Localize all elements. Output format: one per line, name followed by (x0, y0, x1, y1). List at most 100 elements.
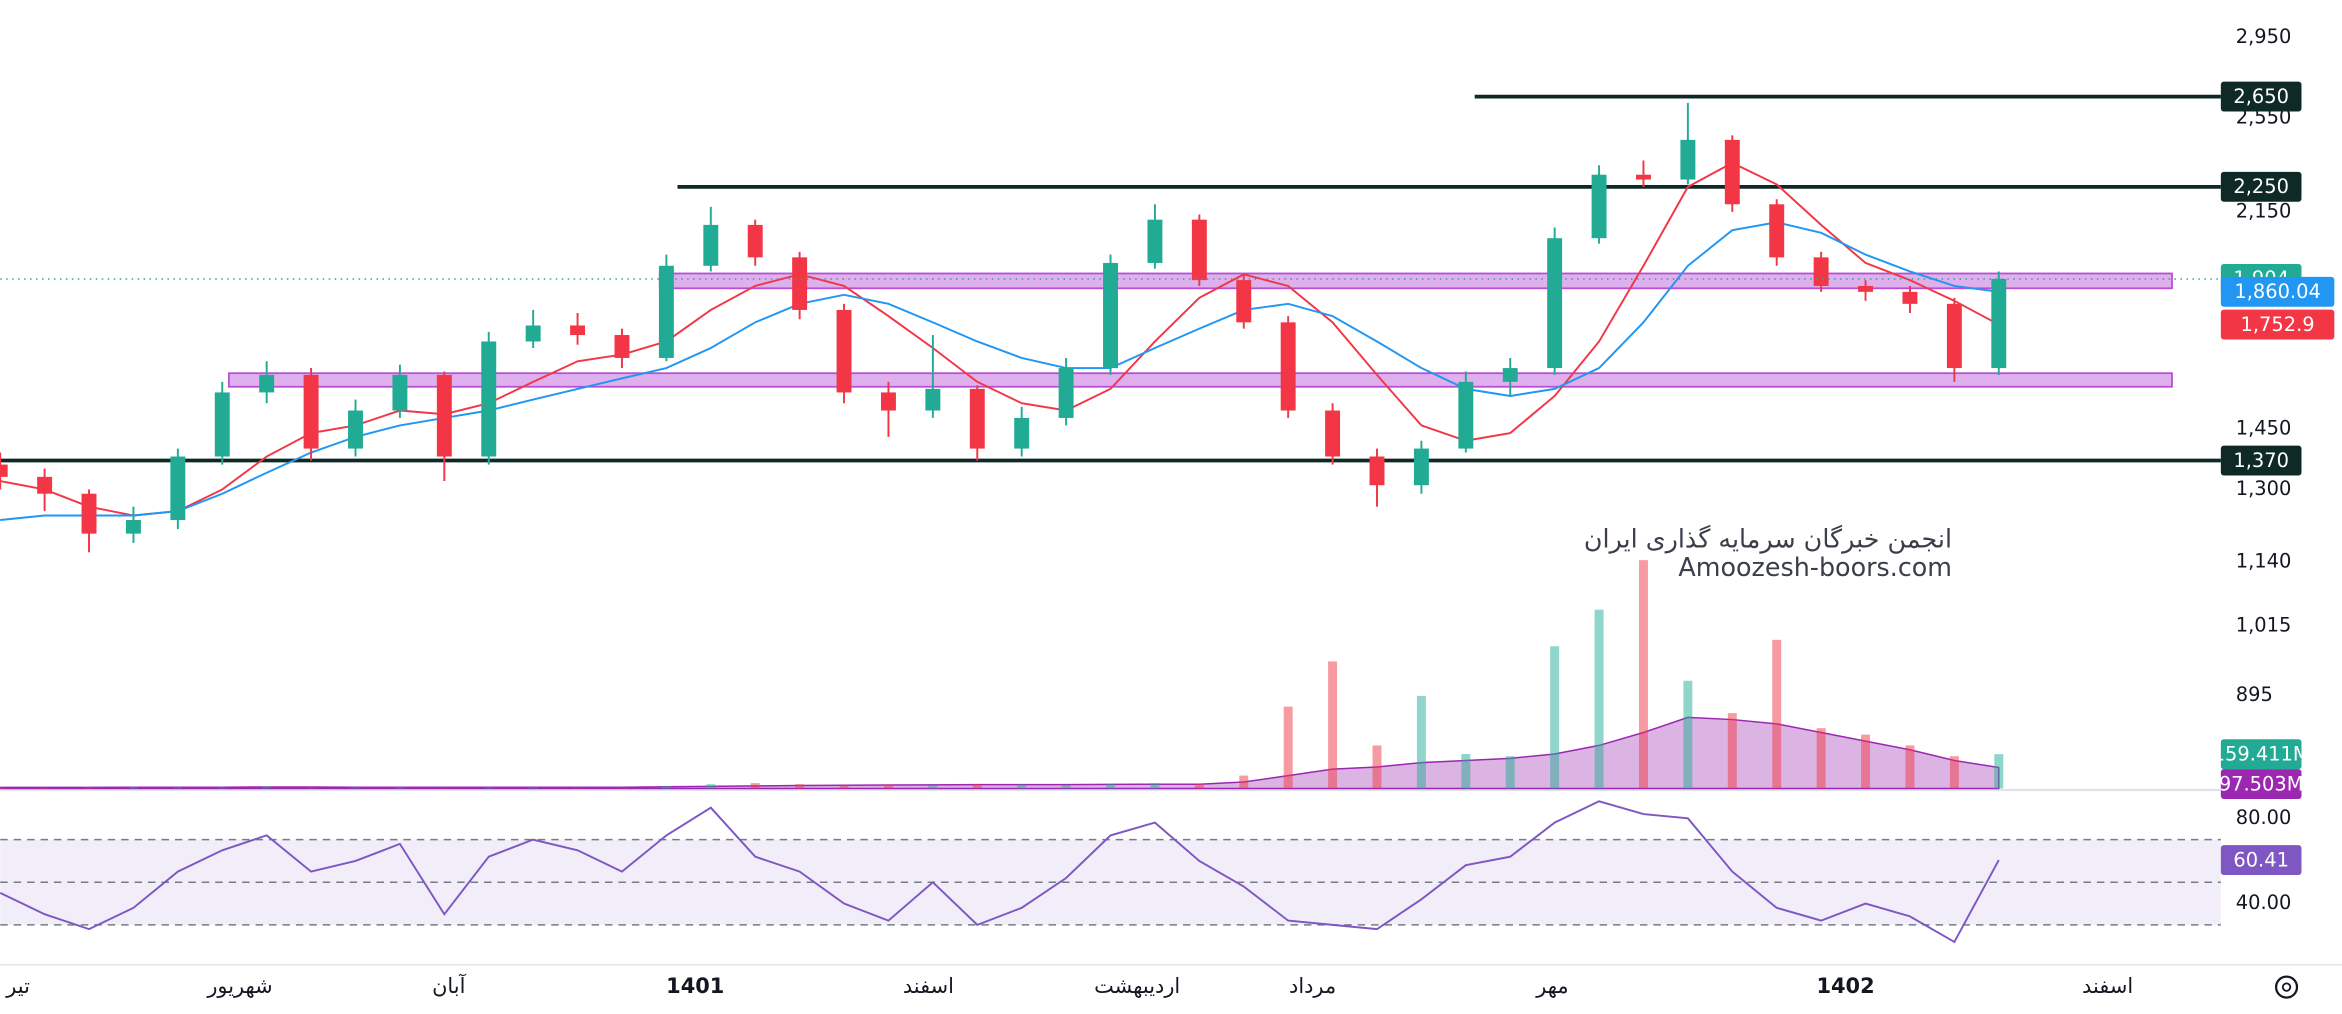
y-tick-label: 1,015 (2236, 613, 2292, 636)
y-tick-label: 1,140 (2236, 549, 2292, 572)
level-label: 2,250 (2233, 175, 2289, 198)
volume-bar (1638, 560, 1648, 789)
volume-bar (1905, 745, 1915, 789)
volume-bar (1772, 639, 1782, 789)
candle-body (1058, 368, 1074, 418)
candle-body (1724, 139, 1740, 205)
candle-body (614, 335, 630, 358)
candle-body (880, 392, 896, 411)
candle-body (570, 325, 586, 336)
candle-body (1991, 278, 2007, 369)
x-tick-label: اسفند (903, 974, 954, 998)
watermark-title: انجمن خبرگان سرمایه گذاری ایران (1584, 524, 1952, 555)
rsi-label-box (2220, 845, 2302, 876)
volume-bar (573, 787, 583, 789)
candle-body (1502, 368, 1518, 382)
rsi-line (0, 800, 2000, 944)
x-tick-label: مهر (1535, 974, 1568, 998)
candle-body (392, 374, 408, 411)
volume-bar (1861, 734, 1871, 789)
candle-body (747, 224, 763, 258)
candle-body (125, 519, 141, 534)
candle-body (1591, 174, 1607, 239)
volume-bar (750, 783, 760, 789)
candle-body (925, 388, 941, 411)
level-label-box (2220, 445, 2302, 476)
ma-label-box (2220, 309, 2335, 340)
volume-bar (1594, 609, 1604, 789)
candle-body (1014, 417, 1030, 449)
volume-bar (1372, 745, 1382, 789)
candle-body (525, 325, 541, 342)
volume-bar (1328, 661, 1338, 789)
y-tick-label: 895 (2236, 683, 2273, 706)
level-label-box (2220, 171, 2302, 202)
rsi-label: 60.41 (2233, 848, 2289, 871)
volume-bar (706, 784, 716, 789)
candle-body (1191, 219, 1207, 281)
candle-body (436, 374, 452, 457)
volume-bar (1283, 706, 1293, 789)
y-tick-label: 2,150 (2236, 199, 2292, 222)
candle-body (81, 493, 97, 534)
candle-body (481, 341, 497, 457)
level-label: 2,650 (2233, 85, 2289, 108)
candle-body (1147, 219, 1163, 263)
candle-body (1458, 381, 1474, 449)
candle-body (1902, 291, 1918, 304)
settings-circle (2274, 975, 2299, 999)
candle-body (1769, 204, 1785, 258)
support-zone (228, 372, 2173, 388)
candle-body (259, 374, 275, 393)
volume-bar (839, 785, 849, 789)
volume-bar (1106, 784, 1115, 789)
y-tick-label: 2,950 (2236, 25, 2292, 48)
rsi-tick-label: 80.00 (2236, 806, 2292, 829)
volume-bar (1994, 754, 2004, 789)
candle-body (836, 309, 852, 393)
candle-body (1547, 238, 1563, 369)
volume-bar (217, 787, 227, 789)
ma-label: 1,860.04 (2234, 280, 2320, 303)
volume-bar (617, 787, 627, 789)
volume-bar (84, 787, 94, 789)
settings-dot (2281, 982, 2292, 992)
level-label-box (2220, 81, 2302, 112)
candle-body (214, 392, 230, 457)
settings-icon[interactable] (2274, 975, 2299, 999)
candle-body (1325, 410, 1341, 457)
volume-bar (1061, 785, 1071, 789)
candle-body (1369, 456, 1385, 486)
x-tick-label: آبان (432, 973, 467, 998)
volume-bar (1683, 680, 1693, 789)
candle-body (303, 374, 319, 449)
support-zone (658, 272, 2173, 290)
x-tick-label: 1402 (1816, 974, 1874, 998)
candle-body (0, 464, 8, 477)
candle-body (1636, 174, 1651, 180)
volume-bar (0, 787, 5, 789)
volume-bar (1816, 728, 1826, 789)
candle-body (1680, 139, 1696, 180)
ma-label-box (2220, 276, 2335, 307)
volume-bar (1416, 695, 1426, 789)
volume-bar (1194, 783, 1204, 789)
volume-bar (128, 786, 138, 789)
volume-bar (661, 785, 671, 789)
moving-average (0, 221, 1999, 521)
candle-body (170, 456, 186, 520)
candle-body (348, 410, 363, 449)
y-tick-label: 1,300 (2236, 477, 2292, 500)
x-tick-label: اسفند (2082, 974, 2133, 998)
candle-body (37, 476, 53, 494)
volume-bar (1727, 713, 1737, 789)
volume-bar (1150, 783, 1160, 789)
volume-bar (928, 785, 938, 789)
y-tick-label: 1,450 (2236, 417, 2292, 440)
volume-bar (795, 784, 805, 789)
volume-ma-label-box (2220, 769, 2302, 799)
volume-bar (528, 787, 538, 789)
candle-body (703, 224, 719, 266)
watermark-site: Amoozesh-boors.com (1678, 552, 1952, 582)
